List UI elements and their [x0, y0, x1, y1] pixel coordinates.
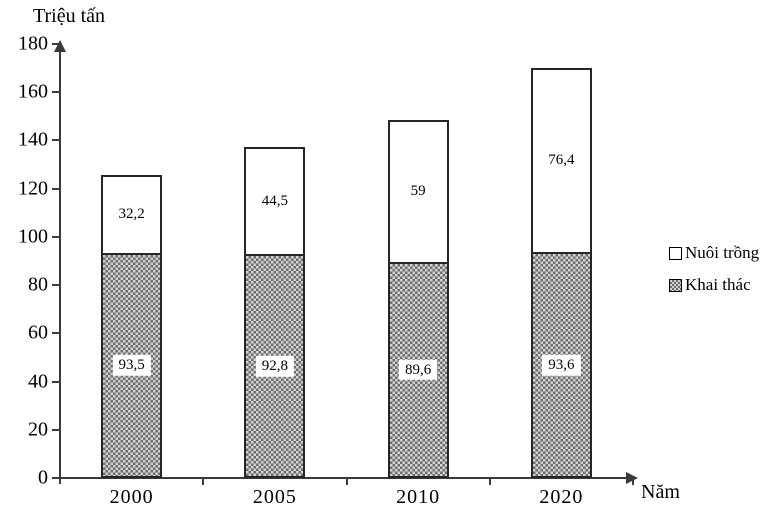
bar-value-label: 32,2	[118, 205, 145, 222]
y-axis-tick	[52, 428, 60, 431]
legend-label: Nuôi trồng	[685, 243, 760, 262]
y-axis-tick	[52, 380, 60, 383]
x-axis-category-label: 2005	[252, 486, 297, 508]
y-axis-tick-label: 40	[28, 370, 48, 393]
x-axis-category-label: 2010	[396, 486, 441, 508]
y-axis-tick-label: 180	[18, 32, 48, 55]
y-axis-tick-label: 160	[18, 80, 48, 103]
x-axis-tick	[632, 478, 634, 485]
legend-swatch-icon	[669, 278, 682, 292]
y-axis-tick	[52, 187, 60, 190]
y-axis-title: Triệu tấn	[33, 5, 106, 27]
bar-value-label: 44,5	[261, 192, 288, 209]
x-axis-tick	[345, 478, 348, 485]
y-axis-tick-label: 20	[28, 418, 48, 441]
legend-swatch-icon	[669, 246, 682, 260]
y-axis-tick-label: 60	[28, 321, 48, 344]
y-axis-tick	[52, 477, 60, 479]
bar-segment-nuoi-trong	[530, 68, 592, 253]
x-axis-tick	[202, 478, 205, 485]
legend: Nuôi trồng Khai thác	[669, 243, 759, 307]
legend-item: Nuôi trồng	[669, 243, 759, 263]
y-axis-tick	[52, 235, 60, 238]
legend-item: Khai thác	[669, 275, 759, 295]
y-axis-tick	[52, 91, 60, 94]
x-axis-line	[54, 477, 634, 479]
x-axis-category-label: 2000	[109, 486, 154, 508]
y-axis-line	[59, 48, 61, 484]
bar-value-label: 76,4	[548, 151, 575, 168]
y-axis-tick	[52, 284, 60, 287]
y-axis-tick	[52, 43, 60, 45]
y-axis-tick	[52, 139, 60, 142]
bar-value-label: 93,5	[112, 355, 151, 376]
y-axis-tick-label: 0	[38, 466, 48, 489]
x-axis-title: Năm	[641, 481, 680, 503]
bar-value-label: 59	[410, 182, 426, 199]
x-axis-category-label: 2020	[539, 486, 584, 508]
y-axis-tick	[52, 332, 60, 335]
y-axis-tick-label: 80	[28, 273, 48, 296]
y-axis-tick-label: 120	[18, 177, 48, 200]
y-axis-tick-label: 140	[18, 128, 48, 151]
x-axis-tick	[488, 478, 491, 485]
y-axis-tick-label: 100	[18, 225, 48, 248]
bar-value-label: 93,6	[542, 354, 581, 376]
bar-segment-nuoi-trong	[244, 146, 306, 255]
legend-label: Khai thác	[685, 275, 751, 294]
bar-value-label: 92,8	[255, 355, 294, 377]
bar-value-label: 89,6	[399, 359, 438, 381]
bar-segment-nuoi-trong	[387, 119, 449, 262]
bar-segment-nuoi-trong	[101, 174, 163, 253]
